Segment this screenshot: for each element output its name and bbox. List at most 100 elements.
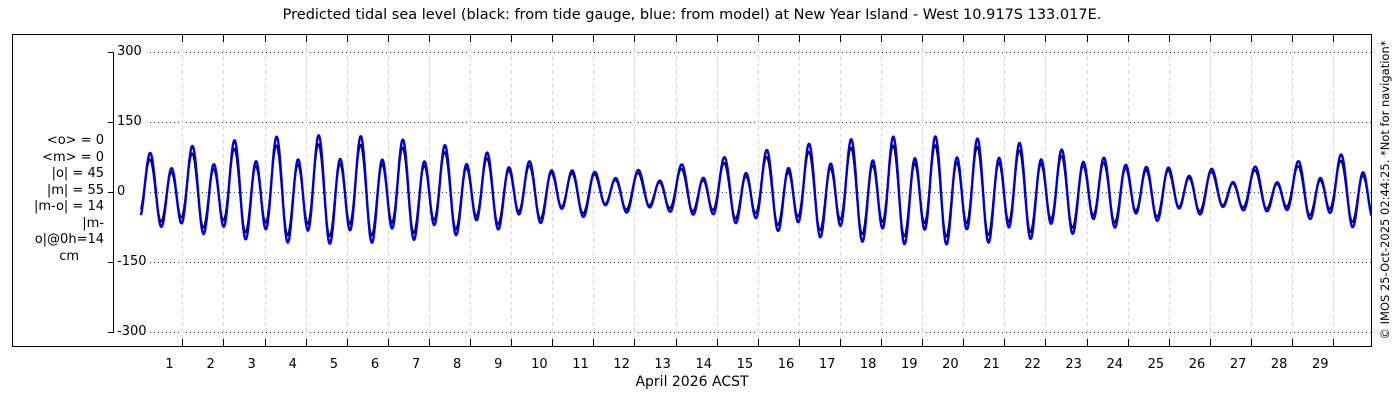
- y-axis-tick: [108, 52, 114, 53]
- day-label: 9: [494, 357, 503, 372]
- day-tick-bottom: [1250, 339, 1252, 346]
- day-label: 12: [613, 357, 630, 372]
- day-tick-bottom: [470, 339, 471, 346]
- day-gridline: [881, 35, 882, 346]
- day-tick-bottom: [1168, 339, 1170, 346]
- day-label: 22: [1024, 357, 1041, 372]
- day-label: 3: [247, 357, 256, 372]
- day-tick-bottom: [387, 339, 389, 346]
- day-tick-top: [963, 35, 965, 42]
- day-gridline: [1086, 35, 1088, 346]
- day-tick-top: [264, 35, 266, 42]
- y-axis-tick: [108, 332, 114, 333]
- day-tick-top: [1333, 35, 1335, 42]
- stat-mean-observed: <o> = 0: [46, 133, 104, 148]
- day-label: 26: [1188, 357, 1206, 372]
- day-tick-top: [922, 35, 924, 42]
- day-label: 2: [206, 357, 215, 372]
- day-tick-bottom: [798, 339, 800, 346]
- stats-panel: <o> = 0 <m> = 0 |o| = 45 |m| = 55 |m-o| …: [14, 133, 104, 265]
- day-label: 11: [572, 357, 589, 372]
- day-gridline: [346, 35, 348, 346]
- day-tick-top: [675, 35, 677, 42]
- y-tick-label: -300: [117, 324, 147, 339]
- day-label: 21: [983, 357, 1000, 372]
- day-label: 19: [901, 357, 918, 372]
- day-tick-bottom: [182, 339, 184, 346]
- day-gridline: [757, 35, 759, 346]
- day-tick-top: [1250, 35, 1252, 42]
- day-tick-top: [1086, 35, 1088, 42]
- day-tick-top: [593, 35, 595, 42]
- y-axis-tick: [108, 262, 114, 263]
- y-tick-label: 0: [117, 184, 126, 199]
- stat-abs-diff: |m-o| = 14: [33, 199, 104, 214]
- stat-abs-diff-0h: |m-o|@0h=14: [34, 215, 104, 248]
- day-tick-bottom: [1209, 339, 1211, 346]
- day-label: 28: [1270, 357, 1288, 372]
- x-axis-label: April 2026 ACST: [635, 374, 749, 390]
- day-label: 15: [736, 357, 754, 372]
- day-label: 1: [165, 357, 174, 372]
- day-label: 18: [859, 357, 877, 372]
- day-tick-top: [346, 35, 348, 42]
- day-tick-bottom: [511, 339, 513, 346]
- day-gridline: [1168, 35, 1170, 346]
- day-tick-bottom: [716, 339, 718, 346]
- day-gridline: [182, 35, 184, 346]
- stat-abs-model: |m| = 55: [46, 182, 104, 198]
- day-tick-top: [511, 35, 513, 42]
- day-label: 29: [1312, 357, 1329, 372]
- day-tick-top: [839, 35, 841, 42]
- day-tick-bottom: [1127, 339, 1129, 346]
- day-label: 27: [1229, 357, 1247, 372]
- day-tick-bottom: [264, 339, 266, 346]
- day-tick-top: [1127, 35, 1129, 42]
- day-tick-bottom: [305, 339, 307, 346]
- chart-title: Predicted tidal sea level (black: from t…: [282, 7, 1102, 23]
- day-tick-top: [428, 35, 430, 42]
- day-gridline: [963, 35, 965, 346]
- value-gridline: [150, 262, 1371, 263]
- day-label: 5: [329, 357, 339, 372]
- copyright-watermark: © IMOS 25-Oct-2025 02:44:25. *Not for na…: [1378, 40, 1392, 340]
- day-gridline: [387, 35, 389, 346]
- day-tick-top: [552, 35, 554, 42]
- day-tick-top: [798, 35, 800, 42]
- day-tick-bottom: [1333, 339, 1335, 346]
- day-tick-top: [881, 35, 882, 42]
- value-gridline: [150, 122, 1371, 123]
- day-tick-top: [757, 35, 759, 42]
- day-tick-top: [1045, 35, 1047, 42]
- day-gridline: [839, 35, 841, 346]
- day-tick-bottom: [675, 339, 677, 346]
- y-tick-label: 300: [117, 44, 142, 59]
- day-tick-bottom: [881, 339, 882, 346]
- day-label: 7: [411, 357, 421, 372]
- day-gridline: [552, 35, 554, 346]
- day-tick-top: [1209, 35, 1211, 42]
- value-gridline: [150, 52, 1371, 53]
- day-tick-top: [305, 35, 307, 42]
- day-tick-bottom: [963, 339, 965, 346]
- day-tick-bottom: [223, 339, 225, 346]
- day-gridline: [223, 35, 225, 346]
- day-tick-top: [716, 35, 718, 42]
- day-label: 16: [777, 357, 795, 372]
- day-gridline: [593, 35, 595, 346]
- day-tick-bottom: [552, 339, 554, 346]
- day-label: 13: [654, 357, 671, 372]
- day-gridline: [1250, 35, 1252, 346]
- day-tick-top: [470, 35, 471, 42]
- day-tick-bottom: [1004, 339, 1006, 346]
- day-tick-bottom: [593, 339, 595, 346]
- y-tick-label: -150: [117, 254, 147, 269]
- stat-units: cm: [59, 248, 79, 264]
- day-tick-bottom: [839, 339, 841, 346]
- day-tick-bottom: [1292, 339, 1293, 346]
- day-gridline: [922, 35, 924, 346]
- day-gridline: [1209, 35, 1211, 346]
- y-axis-tick: [108, 122, 114, 123]
